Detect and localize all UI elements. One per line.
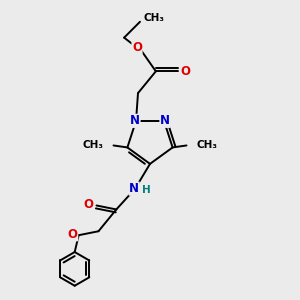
Text: O: O: [181, 65, 190, 78]
Text: CH₃: CH₃: [144, 13, 165, 23]
Text: CH₃: CH₃: [82, 140, 103, 151]
Text: O: O: [68, 228, 78, 241]
Text: O: O: [132, 41, 142, 54]
Text: N: N: [129, 182, 139, 195]
Text: O: O: [84, 198, 94, 211]
Text: H: H: [142, 184, 150, 195]
Text: CH₃: CH₃: [196, 140, 218, 151]
Text: N: N: [160, 114, 170, 128]
Text: N: N: [130, 114, 140, 128]
